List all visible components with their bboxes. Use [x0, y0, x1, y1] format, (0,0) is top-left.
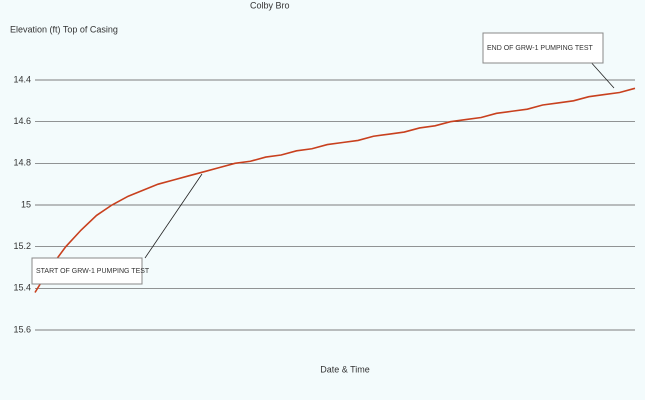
- data-line: [34, 87, 636, 293]
- y-tick-label: 14.6: [13, 116, 31, 126]
- annotation: START OF GRW-1 PUMPING TEST: [36, 268, 150, 275]
- annotation: END OF GRW-1 PUMPING TEST: [487, 45, 594, 52]
- chart-title: Colby Bro: [250, 0, 290, 10]
- y-tick-label: 14.4: [13, 74, 31, 84]
- y-tick-label: 14.8: [13, 158, 31, 168]
- y-tick-label: 15.2: [13, 241, 31, 251]
- y-tick-label: 15: [21, 199, 31, 209]
- y-tick-label: 15.6: [13, 324, 31, 334]
- x-axis-label: Date & Time: [320, 364, 370, 374]
- annotation-box: [482, 32, 604, 64]
- annotation-arrow: [144, 173, 203, 259]
- y-tick-label: 15.4: [13, 283, 31, 293]
- annotation-box: [31, 257, 143, 285]
- y-axis-label: Elevation (ft) Top of Casing: [10, 24, 118, 34]
